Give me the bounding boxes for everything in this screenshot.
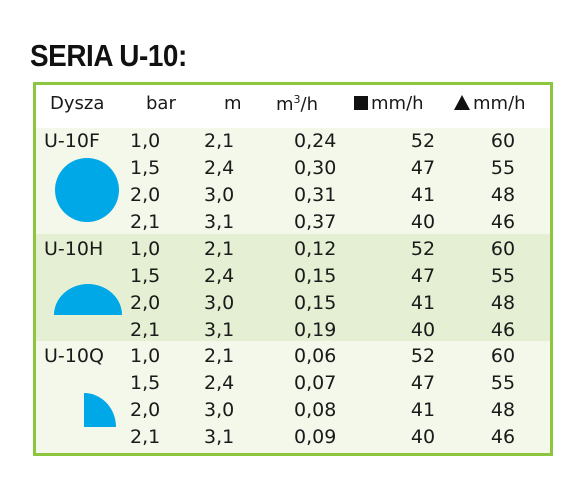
page-title: SERIA U-10: (30, 38, 187, 73)
pressure-value: 2,1 (130, 426, 161, 448)
table-row: 1,5 2,4 0,30 47 55 (36, 155, 550, 182)
radius-value: 3,1 (204, 211, 235, 233)
nozzle-label: U-10H (44, 238, 104, 260)
flow-value: 0,12 (294, 238, 337, 260)
half-circle-icon (54, 284, 122, 315)
pressure-value: 1,5 (130, 157, 161, 179)
triangle-rate-value: 46 (490, 319, 516, 341)
table-row: 1,5 2,4 0,07 47 55 (36, 370, 550, 397)
radius-value: 2,4 (204, 265, 235, 287)
pressure-value: 1,5 (130, 265, 161, 287)
table-row: U-10H 1,0 2,1 0,12 52 60 (36, 236, 550, 263)
flow-value: 0,15 (294, 292, 337, 314)
table-row: 2,1 3,1 0,19 40 46 (36, 317, 550, 344)
radius-value: 3,0 (204, 292, 235, 314)
flow-value: 0,19 (294, 319, 337, 341)
table-row: 2,0 3,0 0,08 41 48 (36, 397, 550, 424)
table-row: 2,1 3,1 0,37 40 46 (36, 209, 550, 236)
radius-value: 2,4 (204, 157, 235, 179)
radius-value: 3,1 (204, 426, 235, 448)
triangle-rate-value: 48 (490, 184, 516, 206)
radius-value: 2,1 (204, 130, 235, 152)
pressure-value: 2,0 (130, 292, 161, 314)
triangle-rate-value: 46 (490, 426, 516, 448)
triangle-rate-value: 60 (490, 345, 516, 367)
square-rate-value: 47 (410, 372, 436, 394)
flow-value: 0,08 (294, 399, 337, 421)
flow-value: 0,06 (294, 345, 337, 367)
square-rate-value: 40 (410, 426, 436, 448)
flow-value: 0,15 (294, 265, 337, 287)
radius-value: 3,1 (204, 319, 235, 341)
nozzle-label: U-10F (44, 130, 100, 152)
header-triangle-rate: mm/h (454, 93, 526, 114)
triangle-rate-value: 46 (490, 211, 516, 233)
triangle-rate-value: 55 (490, 157, 516, 179)
pressure-value: 2,0 (130, 184, 161, 206)
table-row: 2,0 3,0 0,31 41 48 (36, 182, 550, 209)
pressure-value: 1,5 (130, 372, 161, 394)
pressure-value: 2,0 (130, 399, 161, 421)
header-square-rate: mm/h (354, 93, 424, 114)
table-header: Dysza bar m m3/h mm/h mm/h (36, 85, 550, 128)
square-rate-value: 41 (410, 399, 436, 421)
quarter-circle-icon (84, 393, 116, 427)
table-row: 1,5 2,4 0,15 47 55 (36, 263, 550, 290)
header-flow: m3/h (276, 93, 319, 115)
nozzle-label: U-10Q (44, 345, 104, 367)
triangle-rate-value: 55 (490, 372, 516, 394)
header-pressure: bar (146, 93, 176, 114)
triangle-icon (454, 95, 470, 110)
radius-value: 2,4 (204, 372, 235, 394)
square-icon (354, 96, 368, 110)
square-rate-value: 41 (410, 292, 436, 314)
triangle-rate-value: 60 (490, 238, 516, 260)
header-radius: m (224, 93, 242, 114)
pressure-value: 2,1 (130, 319, 161, 341)
table-row: 2,1 3,1 0,09 40 46 (36, 424, 550, 451)
flow-value: 0,30 (294, 157, 337, 179)
flow-value: 0,31 (294, 184, 337, 206)
radius-value: 2,1 (204, 345, 235, 367)
pressure-value: 2,1 (130, 211, 161, 233)
square-rate-value: 40 (410, 319, 436, 341)
square-rate-value: 40 (410, 211, 436, 233)
triangle-rate-value: 60 (490, 130, 516, 152)
flow-value: 0,07 (294, 372, 337, 394)
square-rate-value: 52 (410, 345, 436, 367)
square-rate-value: 47 (410, 265, 436, 287)
group-band (36, 128, 550, 234)
specs-table: Dysza bar m m3/h mm/h mm/h U-10F 1,0 2,1 0,… (33, 82, 553, 456)
pressure-value: 1,0 (130, 130, 161, 152)
square-rate-value: 41 (410, 184, 436, 206)
full-circle-icon (55, 158, 119, 222)
triangle-rate-value: 48 (490, 292, 516, 314)
flow-value: 0,37 (294, 211, 337, 233)
radius-value: 3,0 (204, 184, 235, 206)
table-row: 2,0 3,0 0,15 41 48 (36, 290, 550, 317)
pressure-value: 1,0 (130, 238, 161, 260)
group-band (36, 341, 550, 453)
flow-value: 0,09 (294, 426, 337, 448)
group-band (36, 234, 550, 341)
flow-value: 0,24 (294, 130, 337, 152)
pressure-value: 1,0 (130, 345, 161, 367)
radius-value: 2,1 (204, 238, 235, 260)
triangle-rate-value: 55 (490, 265, 516, 287)
table-row: U-10F 1,0 2,1 0,24 52 60 (36, 128, 550, 155)
header-nozzle: Dysza (50, 93, 105, 114)
triangle-rate-value: 48 (490, 399, 516, 421)
square-rate-value: 52 (410, 238, 436, 260)
square-rate-value: 52 (410, 130, 436, 152)
radius-value: 3,0 (204, 399, 235, 421)
table-row: U-10Q 1,0 2,1 0,06 52 60 (36, 343, 550, 370)
square-rate-value: 47 (410, 157, 436, 179)
